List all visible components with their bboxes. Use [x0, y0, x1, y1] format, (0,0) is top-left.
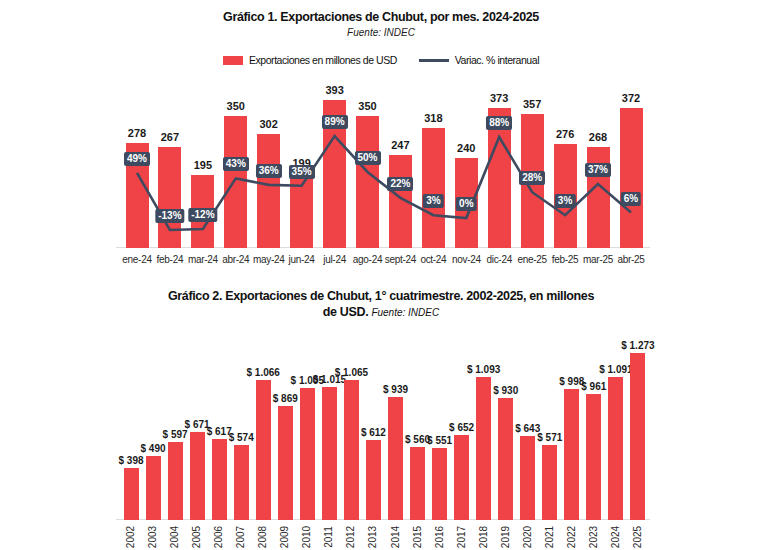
chart2-bar — [278, 406, 293, 520]
chart1-variation-line — [0, 0, 768, 550]
chart2-bar — [212, 439, 227, 520]
chart2-bar — [432, 448, 447, 520]
chart2-bar — [234, 445, 249, 520]
chart2-category-label: 2013 — [367, 522, 379, 550]
chart2-category-label: 2016 — [434, 522, 446, 550]
chart1-pct-label: 36% — [256, 164, 282, 178]
chart2-category-label: 2011 — [323, 522, 335, 550]
chart2-category-label: 2002 — [125, 522, 137, 550]
chart2-category-label: 2019 — [500, 522, 512, 550]
chart2-bar — [388, 397, 403, 520]
chart1-pct-label: 3% — [423, 194, 443, 208]
chart2-category-label: 2021 — [544, 522, 556, 550]
chart2-bar — [564, 389, 579, 520]
chart2-bar — [476, 377, 491, 520]
chart2-category-label: 2018 — [478, 522, 490, 550]
chart2-bar — [410, 447, 425, 521]
chart2-bar — [190, 432, 205, 520]
chart2-value-label: $ 1.273 — [614, 340, 662, 351]
chart2-bar — [300, 388, 315, 520]
chart2-bar — [454, 435, 469, 521]
chart1-pct-label: 35% — [289, 165, 315, 179]
chart2-category-label: 2020 — [522, 522, 534, 550]
chart2-category-label: 2009 — [279, 522, 291, 550]
chart2-bar — [168, 442, 183, 520]
chart2-category-label: 2024 — [610, 522, 622, 550]
chart1-pct-label: 3% — [555, 194, 575, 208]
chart2-bar — [322, 387, 337, 520]
chart2-value-label: $ 1.066 — [239, 367, 287, 378]
chart1-pct-label: 6% — [621, 192, 641, 206]
chart2-category-label: 2023 — [588, 522, 600, 550]
chart1-pct-label: 49% — [124, 152, 150, 166]
chart2-bar — [344, 380, 359, 520]
chart1-pct-label: -13% — [155, 209, 184, 223]
chart1-pct-label: 0% — [456, 197, 476, 211]
chart2-category-label: 2007 — [235, 522, 247, 550]
chart1-pct-label: 37% — [585, 163, 611, 177]
chart2-bar — [124, 468, 139, 520]
chart2-value-label: $ 939 — [372, 384, 420, 395]
chart1-pct-label: 22% — [387, 177, 413, 191]
chart2-category-label: 2006 — [213, 522, 225, 550]
chart1-pct-label: 50% — [354, 151, 380, 165]
chart1-pct-label: -12% — [188, 208, 217, 222]
chart2-value-label: $ 930 — [482, 385, 530, 396]
chart1-pct-label: 89% — [322, 115, 348, 129]
chart2-value-label: $ 1.093 — [460, 364, 508, 375]
chart2-category-label: 2017 — [456, 522, 468, 550]
chart2-category-label: 2015 — [412, 522, 424, 550]
chart2-bar — [608, 377, 623, 520]
chart2-category-label: 2005 — [191, 522, 203, 550]
chart1-pct-label: 88% — [486, 116, 512, 130]
chart2-category-label: 2012 — [345, 522, 357, 550]
chart2-value-label: $ 1.065 — [327, 367, 375, 378]
chart2-bar — [366, 440, 381, 520]
infographic-page: Gráfico 1. Exportaciones de Chubut, por … — [0, 0, 768, 550]
chart2-category-label: 2003 — [147, 522, 159, 550]
chart2-category-label: 2008 — [257, 522, 269, 550]
chart2-bar — [146, 456, 161, 520]
chart2-category-label: 2010 — [301, 522, 313, 550]
chart2-bar — [498, 398, 513, 520]
chart2-bar — [542, 445, 557, 520]
chart1-pct-label: 28% — [519, 171, 545, 185]
chart2-bar — [630, 353, 645, 520]
chart1-pct-label: 43% — [223, 157, 249, 171]
chart2-category-label: 2014 — [390, 522, 402, 550]
chart2-bar — [586, 394, 601, 520]
chart2-category-label: 2025 — [632, 522, 644, 550]
chart2-category-label: 2022 — [566, 522, 578, 550]
chart2-category-label: 2004 — [169, 522, 181, 550]
chart2-bar — [520, 436, 535, 520]
